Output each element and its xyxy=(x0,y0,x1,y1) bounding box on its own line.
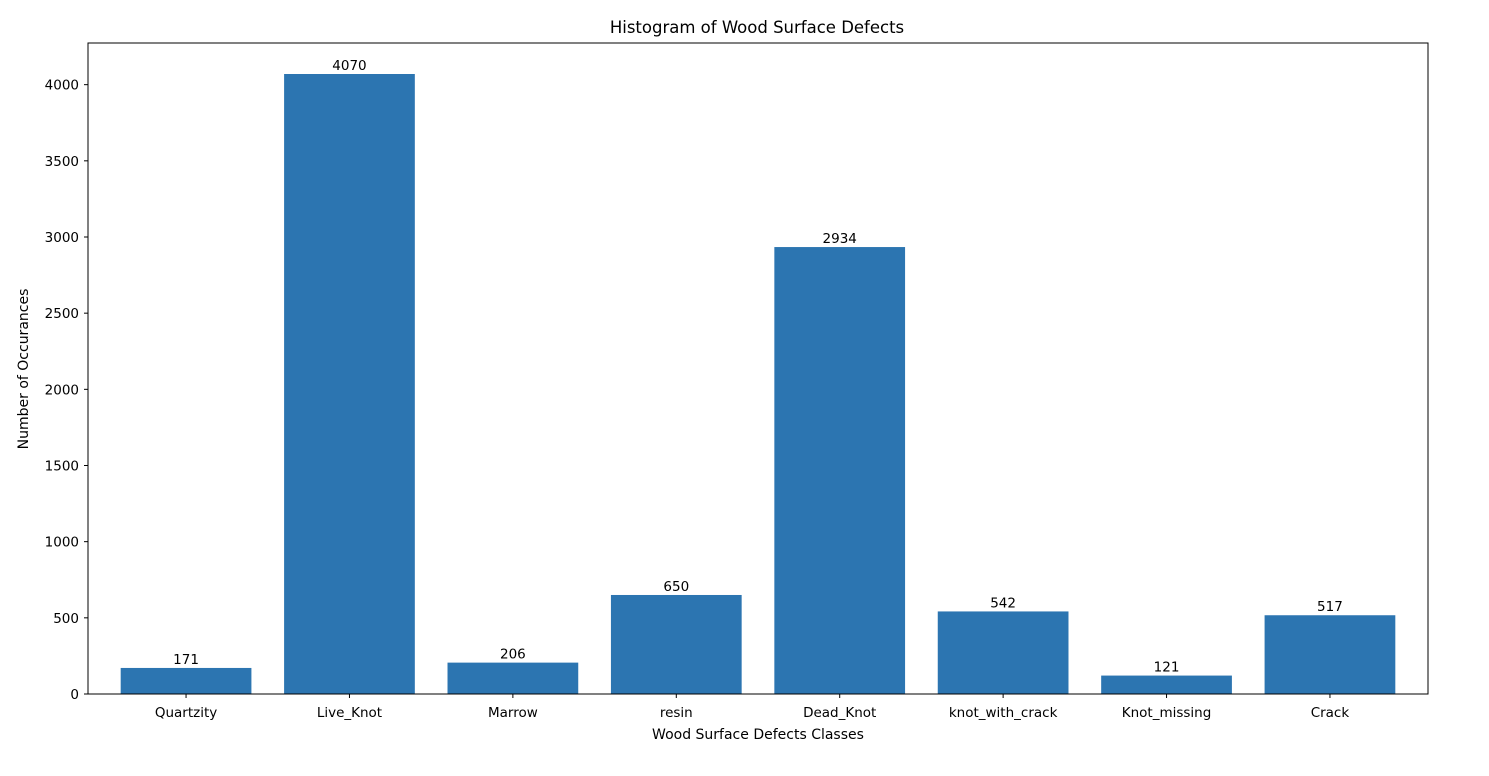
data-labels-group: 171 4070 206 650 2934 542 121 517 xyxy=(173,58,1343,676)
x-tick-label: Knot_missing xyxy=(1122,705,1212,721)
bar-resin xyxy=(610,594,742,694)
bar-value-label: 4070 xyxy=(332,58,366,74)
bar-value-label: 171 xyxy=(173,652,199,668)
bar-value-label: 121 xyxy=(1154,660,1180,676)
plot-frame xyxy=(87,42,1429,695)
y-tick-label: 500 xyxy=(53,611,79,627)
y-tick-label: 3000 xyxy=(45,230,79,246)
y-tick-label: 2000 xyxy=(45,382,79,398)
x-tick-label: Dead_Knot xyxy=(803,705,876,721)
x-axis-label: Wood Surface Defects Classes xyxy=(652,727,864,743)
y-axis-label: Number of Occurances xyxy=(16,289,32,450)
bar-value-label: 650 xyxy=(663,579,689,595)
y-tick-label: 0 xyxy=(70,687,79,703)
y-tick-label: 1000 xyxy=(45,535,79,551)
y-tick-label: 3500 xyxy=(45,154,79,170)
bar-value-label: 206 xyxy=(500,647,526,663)
bar-quartzity xyxy=(120,667,252,694)
y-tick-label: 4000 xyxy=(45,78,79,94)
x-tick-label: Marrow xyxy=(488,705,538,721)
x-tick-label: Quartzity xyxy=(155,705,217,721)
y-tick-label: 2500 xyxy=(45,306,79,322)
bar-dead-knot xyxy=(774,247,906,695)
x-tick-label: Live_Knot xyxy=(317,705,382,721)
y-axis: 0 500 1000 1500 2000 2500 3000 3500 4000 xyxy=(45,78,88,703)
x-tick-label: Crack xyxy=(1311,705,1350,721)
bar-value-label: 542 xyxy=(990,595,1016,611)
bar-live-knot xyxy=(284,74,415,694)
y-tick-label: 1500 xyxy=(45,458,79,474)
bar-knot-with-crack xyxy=(937,611,1069,694)
bar-value-label: 517 xyxy=(1317,599,1343,615)
bar-value-label: 2934 xyxy=(823,231,857,247)
bar-knot-missing xyxy=(1101,675,1232,694)
bar-marrow xyxy=(447,662,579,694)
bars-group xyxy=(120,74,1396,695)
x-axis: Quartzity Live_Knot Marrow resin Dead_Knot kn… xyxy=(155,694,1350,721)
x-tick-label: resin xyxy=(660,705,693,721)
bar-crack xyxy=(1264,615,1396,694)
chart-title: Histogram of Wood Surface Defects xyxy=(610,18,904,37)
x-tick-label: knot_with_crack xyxy=(949,705,1058,721)
